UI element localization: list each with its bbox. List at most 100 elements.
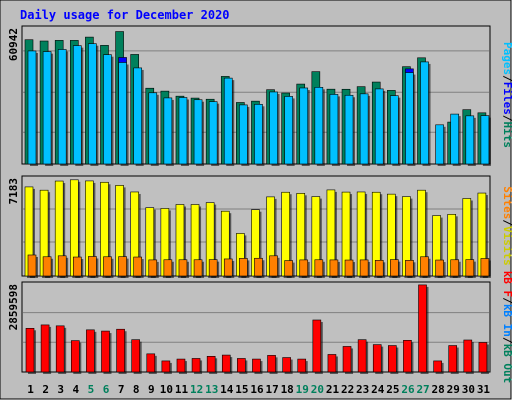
legend-sep: / (501, 297, 512, 304)
x-tick-label-day-10: 10 (160, 383, 173, 396)
x-tick-label-day-30: 30 (462, 383, 475, 396)
bar-pages-day-29 (450, 113, 460, 165)
bar-kbf-day-9 (146, 353, 156, 373)
bar-pages-day-27 (420, 61, 429, 165)
bar-kbf-day-10 (161, 360, 171, 373)
bar-kbf-day-11 (176, 358, 186, 373)
x-tick-label-day-8: 8 (133, 383, 140, 396)
legend-sep: / (501, 115, 512, 122)
bar-sites-day-31 (480, 258, 490, 277)
bar-pages-day-14 (223, 77, 233, 165)
x-tick-label-day-5: 5 (88, 383, 95, 396)
x-tick-label-day-13: 13 (205, 383, 218, 396)
bar-sites-day-26 (405, 260, 414, 277)
bar-sites-day-12 (193, 259, 203, 277)
legend-sep: / (501, 219, 512, 226)
x-tick-label-day-21: 21 (326, 383, 340, 396)
legend-kb-f: kB F (501, 271, 512, 298)
x-tick-label-day-6: 6 (103, 383, 110, 396)
bar-sites-day-25 (390, 259, 399, 277)
bar-pages-day-4 (72, 45, 82, 165)
bar-pages-day-19 (299, 87, 309, 165)
bar-kbf-day-16 (252, 358, 261, 373)
legend-kb-out: kB Out (501, 344, 512, 384)
y-max-label-3: 2859598 (7, 284, 20, 330)
bar-pages-day-2 (42, 51, 52, 165)
x-tick-label-day-4: 4 (73, 383, 80, 396)
bar-kbf-day-4 (70, 340, 80, 373)
bar-sites-day-2 (42, 256, 52, 277)
legend-1: Pages/Files/Hits (501, 42, 512, 148)
x-tick-label-day-1: 1 (27, 383, 34, 396)
bar-kbf-day-3 (55, 325, 65, 373)
bar-sites-day-15 (239, 258, 248, 277)
bar-kbf-day-15 (237, 358, 246, 373)
bar-pages-day-30 (465, 115, 475, 165)
bar-kbf-day-24 (372, 344, 382, 373)
bar-sites-day-16 (254, 257, 263, 277)
x-tick-label-day-11: 11 (175, 383, 189, 396)
x-tick-label-day-14: 14 (220, 383, 234, 396)
bar-kbf-day-12 (191, 358, 201, 373)
bar-kbf-day-1 (25, 328, 35, 373)
x-tick-label-day-23: 23 (356, 383, 369, 396)
bar-sites-day-13 (208, 259, 218, 277)
bar-sites-day-23 (359, 259, 369, 277)
chart-title: Daily usage for December 2020 (20, 8, 230, 22)
bar-pages-day-28 (435, 124, 444, 165)
legend-pages: Pages (501, 42, 512, 75)
bar-pages-day-8 (133, 67, 142, 165)
bar-pages-day-6 (103, 54, 112, 165)
x-tick-label-day-16: 16 (250, 383, 264, 396)
bar-pages-day-20 (314, 87, 324, 165)
bar-pages-day-11 (178, 97, 188, 165)
bar-kbf-day-14 (221, 354, 231, 373)
bar-kbf-day-8 (131, 339, 140, 373)
legend-files: Files (501, 82, 512, 115)
bar-kbf-day-30 (463, 339, 473, 373)
bar-kbf-day-21 (327, 354, 337, 373)
bar-kbf-day-5 (86, 329, 95, 373)
y-max-label-2: 7183 (7, 178, 20, 205)
bar-kbf-day-20 (312, 319, 322, 373)
bar-pages-day-22 (344, 94, 354, 165)
bar-sites-day-7 (118, 256, 127, 277)
bar-sites-day-24 (374, 260, 384, 277)
bar-sites-day-29 (450, 259, 460, 277)
bar-pages-day-12 (193, 99, 203, 165)
bar-sites-day-11 (178, 259, 188, 277)
bar-sites-day-1 (27, 254, 37, 277)
bar-pages-day-23 (359, 93, 369, 165)
bar-sites-day-18 (284, 260, 293, 277)
bar-kbf-day-28 (433, 360, 442, 373)
x-tick-label-day-25: 25 (386, 383, 399, 396)
bar-kbf-day-13 (206, 356, 216, 373)
bar-kbf-day-18 (282, 357, 291, 373)
bar-pages-day-31 (480, 115, 490, 165)
bar-pages-day-1 (27, 50, 37, 165)
x-tick-label-day-7: 7 (118, 383, 125, 396)
bar-pages-day-10 (163, 97, 173, 165)
x-tick-label-day-28: 28 (432, 383, 445, 396)
x-tick-label-day-20: 20 (311, 383, 324, 396)
bar-pages-day-15 (239, 104, 248, 165)
bar-sites-day-22 (344, 259, 354, 277)
x-tick-label-day-22: 22 (341, 383, 354, 396)
bar-pages-day-9 (148, 92, 158, 165)
bar-pages-day-17 (269, 91, 278, 165)
bar-sites-day-17 (269, 255, 278, 277)
bar-pages-day-7 (118, 62, 127, 165)
bar-sites-day-19 (299, 259, 309, 277)
bar-kbf-day-25 (388, 345, 397, 373)
bar-pages-day-13 (208, 101, 218, 165)
legend-sep: / (501, 337, 512, 344)
bar-pages-day-5 (88, 43, 97, 165)
x-tick-label-day-12: 12 (190, 383, 203, 396)
bar-pages-day-16 (254, 104, 263, 165)
legend-3: kB F/kB In/kB Out (501, 271, 512, 384)
bar-kbf-day-23 (357, 339, 367, 373)
bar-pages-day-21 (329, 94, 339, 165)
bar-sites-day-10 (163, 259, 173, 277)
